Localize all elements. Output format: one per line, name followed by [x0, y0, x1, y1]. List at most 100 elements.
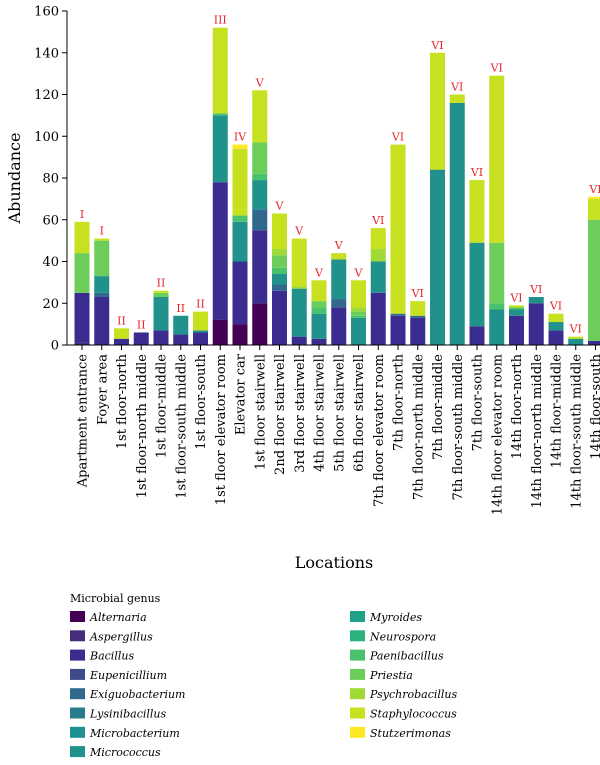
- x-tick-label: 1st floor-middle: [155, 354, 170, 459]
- bar-segment: [371, 228, 386, 249]
- y-tick-label: 160: [34, 5, 59, 20]
- group-label: VI: [371, 214, 384, 227]
- bar-segment: [75, 293, 90, 343]
- bar-segment: [292, 289, 307, 337]
- x-tick-label: 7th floor-north: [392, 353, 407, 451]
- bar-segment: [193, 332, 208, 345]
- legend-swatch: [350, 727, 365, 738]
- bar-segment: [331, 253, 346, 259]
- bar-segment: [410, 301, 425, 316]
- bar-segment: [529, 297, 544, 303]
- y-tick-label: 60: [42, 213, 59, 228]
- bar-segment: [272, 284, 287, 290]
- bar-segment: [588, 220, 600, 341]
- bar-segment: [272, 255, 287, 268]
- x-tick-label: 7th floor-south middle: [451, 354, 466, 501]
- bar-segment: [391, 314, 406, 316]
- bar-segment: [312, 339, 327, 345]
- group-label: V: [314, 266, 324, 279]
- x-tick-label: Elevator car: [234, 353, 249, 435]
- bar-segment: [252, 303, 267, 345]
- bar-segment: [509, 307, 524, 309]
- x-tick-label: Apartment entrance: [76, 354, 91, 489]
- bar-segment: [331, 299, 346, 307]
- legend-swatch: [350, 708, 365, 719]
- bar-segment: [410, 316, 425, 318]
- group-label: VI: [549, 300, 562, 313]
- bar-segment: [351, 316, 366, 318]
- group-label: III: [214, 14, 227, 27]
- x-tick-label: 14th floor-north: [510, 353, 525, 459]
- legend-label: Priestia: [369, 669, 413, 682]
- bar-segment: [588, 341, 600, 345]
- bar-segment: [94, 276, 109, 293]
- y-tick-label: 120: [34, 88, 59, 103]
- bar-segment: [312, 280, 327, 301]
- bar-segment: [549, 314, 564, 322]
- bar-segment: [213, 28, 228, 114]
- bar-segment: [568, 337, 583, 339]
- legend-swatch: [70, 630, 85, 641]
- group-label: V: [294, 225, 304, 238]
- x-tick-label: 6th floor stairwell: [352, 354, 367, 472]
- group-label: VI: [411, 287, 424, 300]
- bar-segment: [173, 335, 188, 345]
- bar-segment: [470, 326, 485, 345]
- bar-segment: [252, 180, 267, 209]
- legend-label: Paenibacillus: [369, 650, 444, 663]
- group-label: VI: [569, 323, 582, 336]
- bar-segment: [75, 253, 90, 293]
- group-label: IV: [234, 131, 247, 144]
- group-label: II: [137, 318, 146, 331]
- legend-label: Stutzerimonas: [370, 727, 451, 740]
- bar-segment: [568, 339, 583, 345]
- group-label: VI: [430, 39, 443, 52]
- bar-segment: [154, 293, 169, 297]
- x-tick-label: 1st floor-north middle: [135, 354, 150, 499]
- bar-segment: [371, 249, 386, 262]
- bar-segment: [233, 216, 248, 222]
- group-label: VI: [588, 183, 600, 196]
- bar-segment: [233, 262, 248, 325]
- group-label: I: [80, 208, 84, 221]
- bar-segment: [154, 297, 169, 330]
- legend-swatch: [350, 650, 365, 661]
- bar-segment: [391, 145, 406, 314]
- legend-swatch: [350, 688, 365, 699]
- bar-segment: [351, 312, 366, 316]
- bar-segment: [233, 222, 248, 262]
- legend-swatch: [350, 669, 365, 680]
- y-axis-title: Abundance: [5, 133, 24, 225]
- group-label: V: [334, 239, 344, 252]
- bar-segment: [252, 174, 267, 180]
- bar-segment: [213, 115, 228, 182]
- group-label: II: [196, 298, 205, 311]
- bar-segment: [489, 76, 504, 243]
- x-tick-label: 14th floor-south middle: [569, 354, 584, 509]
- bar-segment: [470, 180, 485, 243]
- legend-label: Bacillus: [89, 650, 134, 663]
- bar-segment: [94, 293, 109, 297]
- x-tick-label: 1st floor-north: [115, 353, 130, 449]
- bar-segment: [489, 310, 504, 345]
- x-tick-label: 7th floor elevator room: [372, 354, 387, 507]
- group-label: VI: [391, 131, 404, 144]
- legend-swatch: [70, 746, 85, 757]
- legend-label: Alternaria: [89, 611, 147, 624]
- bar-segment: [549, 330, 564, 345]
- y-tick-label: 80: [42, 172, 59, 187]
- bar-segment: [351, 307, 366, 311]
- legend: AlternariaAspergillusBacillusEupenicilli…: [70, 611, 457, 759]
- legend-label: Microbacterium: [89, 727, 180, 740]
- group-label: VI: [529, 283, 542, 296]
- x-tick-label: 7th floor-south: [471, 353, 486, 451]
- bar-segment: [233, 145, 248, 149]
- x-tick-label: 1st floor-south middle: [174, 354, 189, 499]
- bar-segment: [489, 303, 504, 309]
- bar-segment: [588, 197, 600, 199]
- x-tick-label: 14th floor-north middle: [530, 354, 545, 509]
- bar-segment: [252, 230, 267, 303]
- bar-segment: [193, 312, 208, 331]
- x-tick-label: 2nd floor stairwell: [273, 354, 288, 475]
